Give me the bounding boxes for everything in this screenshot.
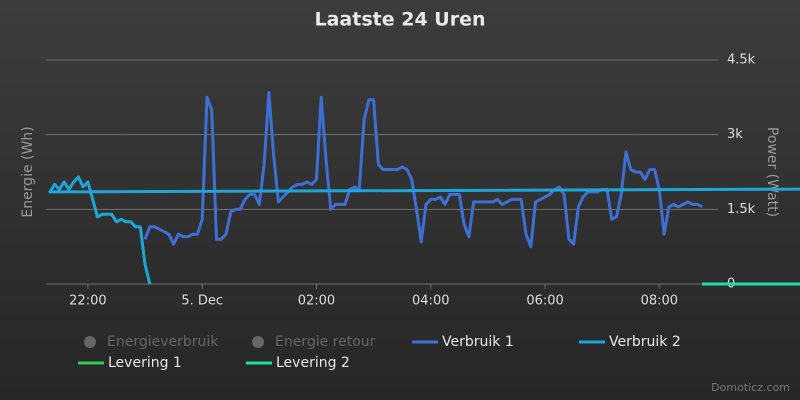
x-tick-label: 08:00 [641,294,678,309]
y-tick-label: 1.5k [727,202,756,217]
legend-label[interactable]: Verbruik 2 [609,334,681,350]
x-tick-label: 22:00 [69,294,106,309]
legend-label[interactable]: Verbruik 1 [442,334,514,350]
legend-marker [84,336,96,348]
legend-label[interactable]: Energieverbruik [107,334,219,350]
series-line [143,90,703,249]
y-tick-label: 3k [727,127,743,142]
credits: Domoticz.com [711,381,790,394]
x-tick-label: 5. Dec [181,294,223,309]
y2-axis-title: Power (Watt) [764,127,780,217]
y-tick-label: 4.5k [727,53,756,68]
x-tick-label: 02:00 [298,294,335,309]
chart-title: Laatste 24 Uren [315,9,486,31]
legend-label[interactable]: Levering 1 [108,355,182,371]
legend-label[interactable]: Levering 2 [276,355,350,371]
legend-label[interactable]: Energie retour [275,334,376,350]
y-axis-title: Energie (Wh) [20,126,36,217]
legend-marker [252,336,264,348]
x-tick-label: 04:00 [412,294,449,309]
series-line [48,175,800,285]
x-tick-label: 06:00 [526,294,563,309]
